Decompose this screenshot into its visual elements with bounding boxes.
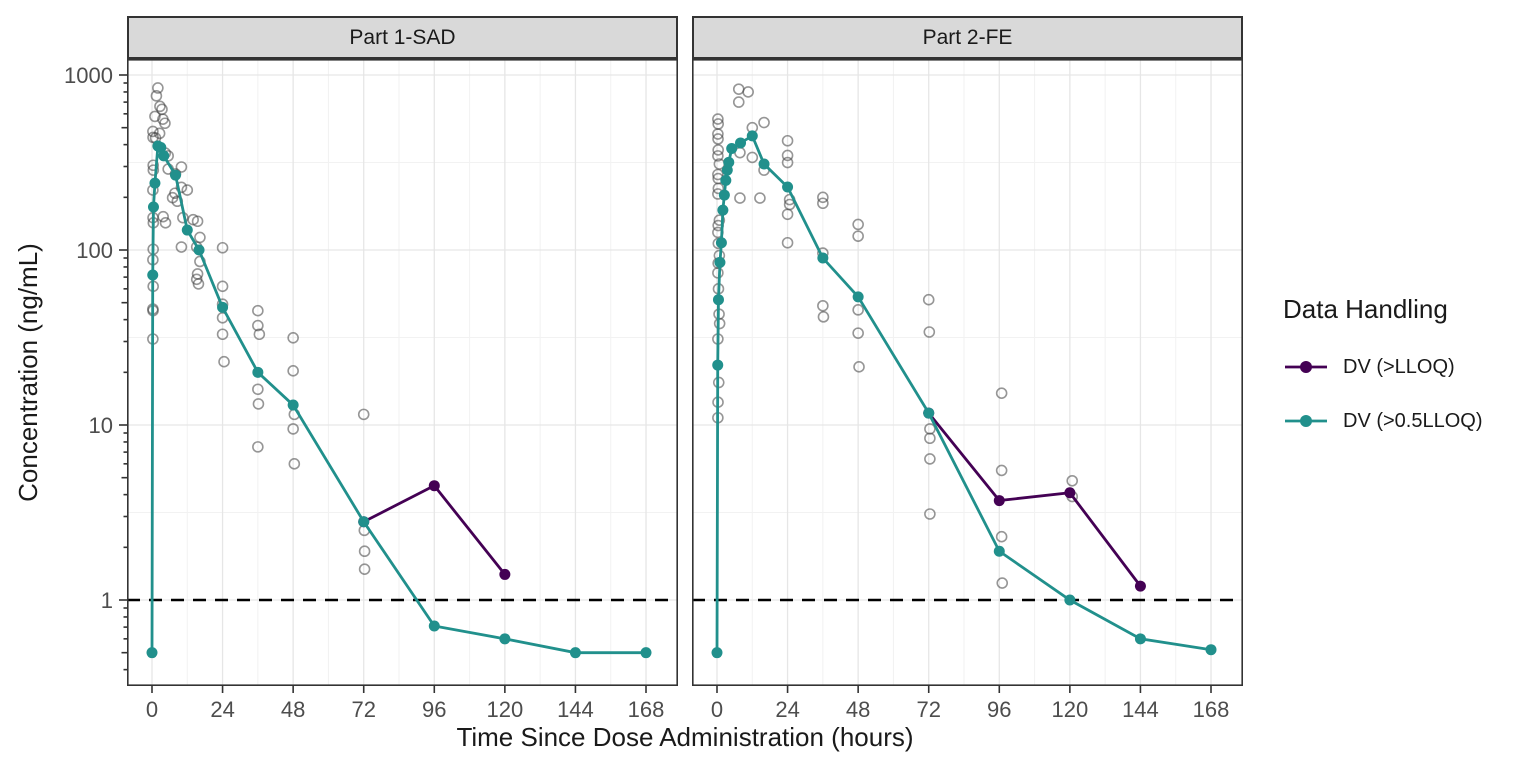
- svg-text:168: 168: [1193, 697, 1230, 722]
- legend: Data Handling DV (>LLOQ) DV (>0.5LLOQ): [1283, 294, 1533, 463]
- svg-text:168: 168: [628, 697, 665, 722]
- svg-text:1000: 1000: [64, 63, 113, 88]
- svg-text:1: 1: [101, 588, 113, 613]
- svg-text:10: 10: [89, 413, 113, 438]
- facet-strip-part-2-fe: Part 2-FE: [692, 16, 1243, 59]
- y-axis: 1 10 100 1000: [64, 63, 127, 671]
- svg-text:120: 120: [487, 697, 524, 722]
- svg-text:144: 144: [557, 697, 594, 722]
- svg-text:48: 48: [846, 697, 870, 722]
- svg-text:24: 24: [210, 697, 234, 722]
- legend-key-line-dot: [1285, 361, 1327, 373]
- legend-title: Data Handling: [1283, 294, 1448, 324]
- facet-title: Part 2-FE: [922, 25, 1013, 49]
- svg-text:100: 100: [76, 238, 113, 263]
- svg-text:0: 0: [146, 697, 158, 722]
- svg-text:0: 0: [711, 697, 723, 722]
- svg-text:96: 96: [987, 697, 1011, 722]
- plot-panel-part-2-fe: 0 24 48 72 96 120 144 168: [692, 59, 1243, 722]
- legend-key-line-dot: [1285, 415, 1327, 427]
- legend-item-dv-lloq: DV (>LLOQ): [1283, 355, 1533, 379]
- svg-text:96: 96: [422, 697, 446, 722]
- facet-strip-part-1-sad: Part 1-SAD: [127, 16, 678, 59]
- svg-text:48: 48: [281, 697, 305, 722]
- svg-text:144: 144: [1122, 697, 1159, 722]
- svg-text:72: 72: [351, 697, 375, 722]
- plot-panel-part-1-sad: 0 24 48 72 96 120 144 168: [127, 59, 678, 722]
- svg-text:24: 24: [775, 697, 799, 722]
- svg-text:120: 120: [1052, 697, 1089, 722]
- legend-item-dv-half-lloq: DV (>0.5LLOQ): [1283, 409, 1533, 433]
- facet-title: Part 1-SAD: [349, 25, 456, 49]
- y-axis-title: Concentration (ng/mL): [12, 242, 43, 502]
- x-axis-title: Time Since Dose Administration (hours): [456, 722, 914, 752]
- svg-text:72: 72: [916, 697, 940, 722]
